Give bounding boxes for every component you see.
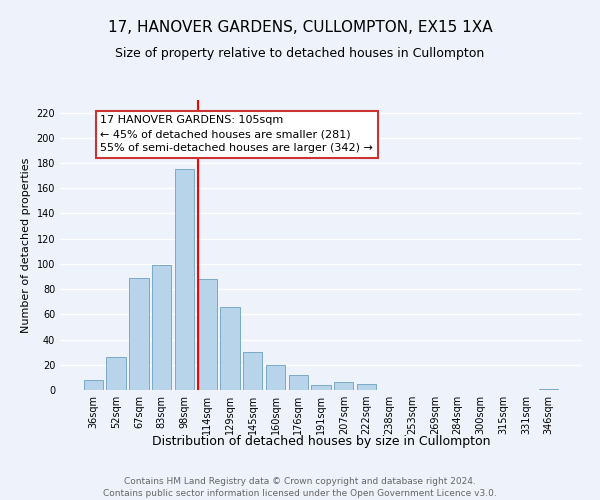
Bar bbox=[357, 384, 376, 390]
Y-axis label: Number of detached properties: Number of detached properties bbox=[21, 158, 31, 332]
Bar bbox=[152, 265, 172, 390]
Bar bbox=[539, 388, 558, 390]
Bar bbox=[106, 357, 126, 390]
Bar bbox=[243, 352, 262, 390]
Bar bbox=[129, 278, 149, 390]
Bar bbox=[84, 380, 103, 390]
Text: Contains HM Land Registry data © Crown copyright and database right 2024.
Contai: Contains HM Land Registry data © Crown c… bbox=[103, 476, 497, 498]
Text: 17 HANOVER GARDENS: 105sqm
← 45% of detached houses are smaller (281)
55% of sem: 17 HANOVER GARDENS: 105sqm ← 45% of deta… bbox=[100, 115, 373, 153]
Text: 17, HANOVER GARDENS, CULLOMPTON, EX15 1XA: 17, HANOVER GARDENS, CULLOMPTON, EX15 1X… bbox=[107, 20, 493, 35]
Bar bbox=[334, 382, 353, 390]
Bar bbox=[175, 170, 194, 390]
Bar bbox=[266, 365, 285, 390]
Text: Distribution of detached houses by size in Cullompton: Distribution of detached houses by size … bbox=[152, 435, 490, 448]
Bar bbox=[289, 375, 308, 390]
Bar bbox=[220, 307, 239, 390]
Text: Size of property relative to detached houses in Cullompton: Size of property relative to detached ho… bbox=[115, 48, 485, 60]
Bar bbox=[197, 279, 217, 390]
Bar bbox=[311, 385, 331, 390]
